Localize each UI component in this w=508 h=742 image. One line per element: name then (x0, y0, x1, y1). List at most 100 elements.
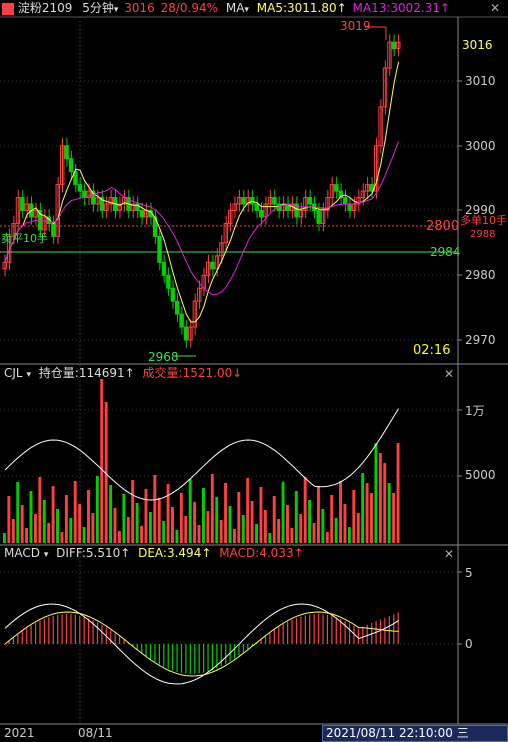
volume-bar (290, 528, 294, 543)
candle-body (130, 203, 136, 211)
y-axis-label: 3000 (465, 139, 496, 153)
candle-body (391, 41, 397, 50)
macd-histogram-bar (366, 624, 368, 644)
volume-bar (42, 500, 46, 543)
macd-histogram-bar (322, 614, 324, 644)
macd-histogram-bar (17, 634, 19, 644)
candle-body (373, 145, 379, 192)
dropdown-icon: ▾ (43, 550, 49, 560)
candle-body (267, 197, 273, 205)
ma13-line (4, 141, 400, 296)
volume-bar (392, 493, 396, 543)
macd-histogram-bar (313, 614, 315, 644)
candle-body (33, 210, 38, 218)
close-icon[interactable]: ✕ (444, 367, 455, 381)
candle-body (356, 197, 361, 205)
macd-histogram-bar (12, 637, 15, 644)
candle-body (11, 222, 16, 237)
close-icon[interactable]: ✕ (490, 1, 501, 15)
volume-bar (263, 510, 267, 543)
volume-bar (286, 505, 289, 543)
macd-histogram-bar (269, 632, 271, 644)
volume-bar (175, 530, 179, 543)
macd-histogram-bar (43, 618, 45, 644)
candle-body (334, 184, 339, 192)
volume-bar (241, 515, 245, 543)
macd-histogram-bar (149, 644, 152, 660)
volume-bar (281, 482, 285, 543)
candle-body (272, 197, 277, 205)
candle-body (108, 197, 114, 205)
volume-bar (308, 500, 312, 543)
candle-body (179, 313, 184, 328)
candle-body (263, 203, 268, 218)
volume-bar (179, 493, 183, 543)
macd-histogram-bar (30, 625, 32, 644)
dropdown-icon: ▾ (244, 5, 249, 15)
diff-value: DIFF:5.510↑ (56, 546, 131, 560)
volume-bar (122, 494, 126, 543)
last-price-axis-label: 3016 (462, 38, 493, 52)
high-price-marker: 3019 (340, 19, 371, 33)
volume-bar (157, 498, 161, 543)
macd-histogram-bar (65, 614, 68, 644)
candle-body (166, 274, 171, 289)
macd-histogram-bar (273, 629, 275, 644)
period-selector[interactable]: 5分钟▾ (82, 1, 119, 15)
volume-bar (396, 443, 400, 543)
long-position-price: 2988 (470, 229, 496, 240)
symbol-label[interactable]: 淀粉2109 (17, 1, 73, 15)
macd-y-axis-label: 5 (465, 566, 473, 580)
macd-selector[interactable]: MACD ▾ (4, 546, 49, 560)
macd-histogram-bar (154, 644, 156, 662)
low-price-marker: 2968 (148, 350, 179, 364)
ma13-value: MA13:3002.31↑ (352, 1, 451, 15)
footer-year: 2021 (4, 726, 35, 740)
macd-histogram-bar (145, 644, 147, 657)
macd-histogram-bar (158, 644, 160, 665)
macd-histogram-bar (123, 639, 125, 644)
ma5-line (4, 61, 400, 323)
cjl-y-axis-label: 5000 (465, 468, 496, 482)
dea-value: DEA:3.494↑ (138, 546, 212, 560)
candle-body (360, 190, 366, 199)
chart-icon (2, 2, 14, 15)
volume-bar (3, 533, 6, 543)
macd-histogram-bar (176, 644, 178, 672)
volume-bar (56, 509, 59, 543)
volume-bar (250, 501, 254, 543)
volume-bar (330, 495, 334, 543)
volume-bar (255, 524, 258, 543)
y-axis-label: 2980 (465, 268, 496, 282)
volume-bar (387, 483, 391, 543)
volume-bar (140, 526, 144, 543)
candle-body (250, 197, 255, 205)
volume-bar (334, 518, 338, 543)
macd-histogram-bar (384, 617, 386, 644)
candle-body (223, 222, 229, 244)
volume-bar (383, 463, 387, 543)
volume-bar (259, 487, 263, 543)
y-axis-label: 2970 (465, 333, 496, 347)
volume-bar (224, 483, 228, 543)
candle-body (258, 210, 264, 218)
volume-bar (316, 486, 320, 543)
volume-bar (100, 379, 104, 543)
volume-bar (38, 477, 42, 543)
macd-histogram-bar (340, 619, 342, 644)
macd-histogram-bar (198, 644, 200, 674)
volume-bar (272, 496, 276, 543)
last-price: 3016 (124, 1, 155, 15)
cjl-selector[interactable]: CJL ▾ (4, 366, 31, 380)
candle-body (121, 197, 127, 205)
macd-histogram-bar (335, 617, 337, 644)
macd-histogram-bar (348, 623, 351, 644)
macd-histogram-bar (216, 644, 218, 669)
macd-histogram-bar (26, 628, 28, 644)
macd-histogram-bar (88, 618, 90, 644)
candle-body (59, 145, 65, 186)
ma-selector[interactable]: MA▾ (225, 1, 249, 15)
macd-histogram-bar (287, 621, 289, 644)
close-icon[interactable]: ✕ (444, 547, 455, 561)
